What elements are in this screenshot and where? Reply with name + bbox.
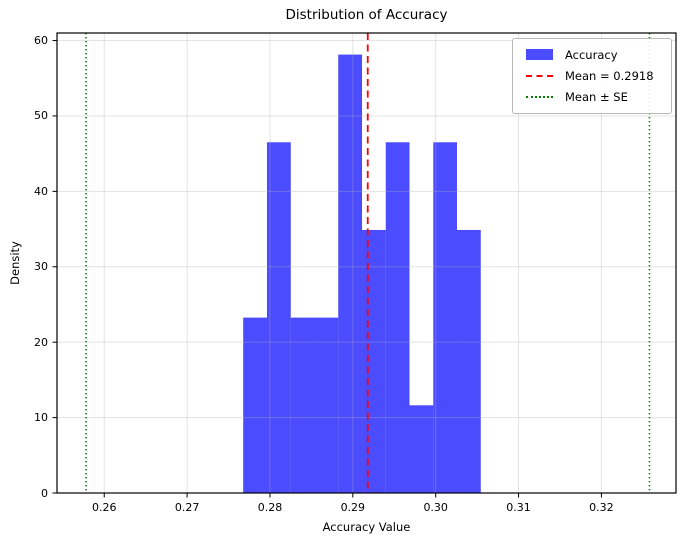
y-tick-label: 10 [34,411,48,425]
histogram-bar [409,405,434,493]
histogram-bar [362,229,386,493]
x-tick-label: 0.28 [257,501,283,514]
histogram-bar [266,142,291,493]
legend-label: Mean = 0.2918 [565,68,654,83]
dotted-line-icon [526,95,553,98]
x-tick-label: 0.27 [174,501,200,514]
dashed-line-icon [526,74,553,77]
legend-label: Accuracy [565,47,618,62]
x-tick-label: 0.26 [91,501,117,514]
histogram-bar [243,317,267,493]
legend-item-se: Mean ± SE [526,86,663,107]
y-tick-label: 20 [34,335,48,349]
chart-title: Distribution of Accuracy [285,7,448,23]
legend-item-accuracy: Accuracy [526,44,663,65]
y-tick-label: 0 [41,486,48,500]
x-axis-label: Accuracy Value [322,520,411,534]
y-tick-label: 40 [34,184,48,198]
y-tick-label: 50 [34,109,48,123]
y-tick-label: 60 [34,34,48,48]
histogram-bar [456,229,481,493]
legend-item-mean: Mean = 0.2918 [526,65,663,86]
histogram-bar [338,54,363,494]
legend-label: Mean ± SE [565,89,628,104]
y-tick-label: 30 [34,260,48,274]
histogram-bar [433,142,457,493]
plot-border [56,32,677,494]
histogram-bar [290,317,315,493]
x-tick-label: 0.30 [423,501,448,514]
histogram-bar [314,317,339,493]
x-tick-label: 0.29 [340,501,366,514]
x-tick-label: 0.31 [506,501,531,514]
histogram-bar [385,142,410,493]
legend: Accuracy Mean = 0.2918 Mean ± SE [512,38,672,114]
accuracy-patch-icon [526,49,553,60]
x-tick-label: 0.32 [589,501,614,514]
